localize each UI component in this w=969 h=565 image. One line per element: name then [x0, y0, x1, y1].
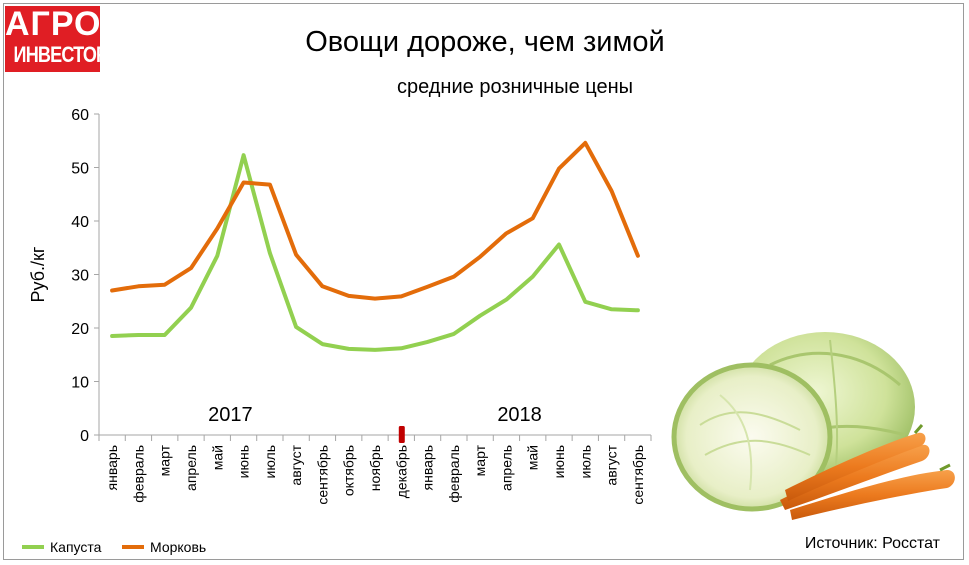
x-tick-label-10: ноябрь — [367, 445, 383, 491]
y-tick-label-10: 10 — [71, 375, 89, 392]
series-line-0 — [110, 153, 640, 352]
chart-title: Овощи дороже, чем зимой — [305, 26, 665, 58]
x-tick-label-2: март — [157, 444, 173, 476]
x-tick-label-19: август — [604, 444, 620, 485]
x-tick-label-13: февраль — [446, 445, 462, 503]
x-tick-label-16: май — [525, 445, 541, 470]
x-tick-label-6: июль — [262, 445, 278, 478]
y-tick-label-20: 20 — [71, 321, 89, 338]
y-tick-label-30: 30 — [71, 268, 89, 285]
x-tick-label-20: сентябрь — [630, 445, 646, 505]
x-tick-label-1: февраль — [130, 445, 146, 503]
y-tick-label-0: 0 — [80, 428, 89, 445]
y-tick-label-40: 40 — [71, 214, 89, 231]
cabbage-and-carrots-illustration — [671, 332, 955, 520]
series-line-1 — [110, 140, 640, 301]
year-boundary-marker — [398, 426, 405, 443]
x-tick-label-15: апрель — [498, 445, 514, 491]
x-tick-label-9: октябрь — [341, 445, 357, 496]
x-tick-label-14: март — [472, 444, 488, 476]
legend-swatch-carrot — [122, 545, 144, 549]
y-tick-label-50: 50 — [71, 161, 89, 178]
carrot-shape-1 — [780, 444, 930, 510]
x-tick-label-4: май — [209, 445, 225, 470]
carrot-shape-3 — [790, 470, 955, 520]
year-label-1: 2018 — [497, 404, 542, 426]
chart-frame — [3, 3, 964, 560]
year-label-0: 2017 — [208, 404, 253, 426]
legend-label-carrot: Морковь — [150, 539, 207, 555]
legend-swatch-cabbage — [22, 545, 44, 549]
chart-subtitle: средние розничные цены — [396, 76, 634, 98]
cut-cabbage-shape — [671, 362, 833, 512]
x-tick-label-3: апрель — [183, 445, 199, 491]
x-tick-label-5: июнь — [236, 445, 252, 478]
x-tick-label-0: январь — [104, 445, 120, 490]
x-tick-label-12: январь — [420, 445, 436, 490]
logo-line-2: ИНВЕСТОР — [13, 42, 100, 67]
x-tick-label-11: декабрь — [393, 445, 409, 498]
legend-label-cabbage: Капуста — [50, 539, 102, 555]
y-axis-title: Руб./кг — [28, 246, 48, 302]
carrot-shape-2 — [785, 432, 926, 501]
x-tick-label-18: июль — [577, 445, 593, 478]
x-tick-label-8: сентябрь — [314, 445, 330, 505]
agroinvestor-logo: АГРО ИНВЕСТОР — [5, 6, 100, 72]
logo-line-1: АГРО — [5, 6, 100, 43]
y-tick-label-60: 60 — [71, 107, 89, 124]
x-tick-label-17: июнь — [551, 445, 567, 478]
x-tick-label-7: август — [288, 444, 304, 485]
source-note: Источник: Росстат — [804, 535, 940, 552]
